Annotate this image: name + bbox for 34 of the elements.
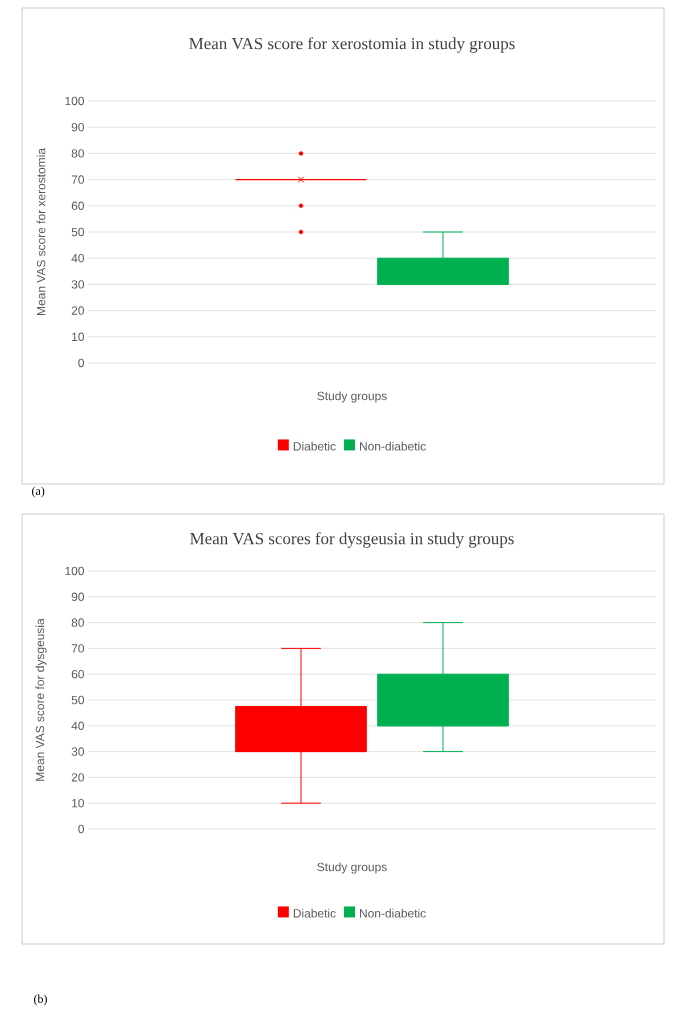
y-tick-label: 70	[71, 175, 85, 184]
y-tick-label: 50	[71, 227, 85, 237]
y-tick-label: 0	[78, 358, 85, 368]
y-tick-label: 90	[71, 592, 85, 602]
legend-label: Non-diabetic	[360, 908, 426, 918]
y-tick-label: 60	[71, 669, 85, 679]
y-tick-label: 20	[71, 306, 85, 315]
y-tick-label: 50	[71, 695, 85, 705]
y-tick-label: 70	[71, 644, 85, 653]
y-tick-label: 100	[65, 566, 85, 576]
y-tick-label: 80	[71, 149, 85, 158]
y-tick-label: 80	[71, 618, 85, 627]
legend-label: Non-diabetic	[360, 441, 426, 451]
y-axis-title: Mean VAS score for xerostomia	[36, 148, 46, 315]
y-tick-label: 30	[71, 747, 85, 756]
chart-title: Mean VAS score for xerostomia in study groups	[189, 37, 515, 53]
y-tick-label: 30	[71, 280, 85, 289]
text: (a)	[32, 486, 45, 498]
y-tick-label: 100	[65, 96, 85, 106]
y-tick-label: 0	[78, 824, 85, 834]
chart-title: Mean VAS scores for dysgeusia in study groups	[190, 532, 514, 548]
y-tick-label: 60	[71, 201, 85, 211]
y-tick-label: 20	[71, 773, 85, 782]
x-axis-title: Study groups	[317, 391, 387, 403]
text: (b)	[34, 994, 47, 1006]
x-axis-title: Study groups	[317, 862, 387, 874]
y-tick-label: 90	[71, 122, 85, 132]
y-tick-label: 40	[71, 253, 85, 263]
y-tick-label: 10	[72, 798, 85, 808]
legend-label: Diabetic	[293, 441, 336, 451]
y-axis-title: Mean VAS score for dysgeusia	[35, 618, 47, 781]
y-tick-label: 40	[71, 721, 85, 731]
legend-label: Diabetic	[293, 908, 336, 918]
y-tick-label: 10	[72, 332, 85, 342]
